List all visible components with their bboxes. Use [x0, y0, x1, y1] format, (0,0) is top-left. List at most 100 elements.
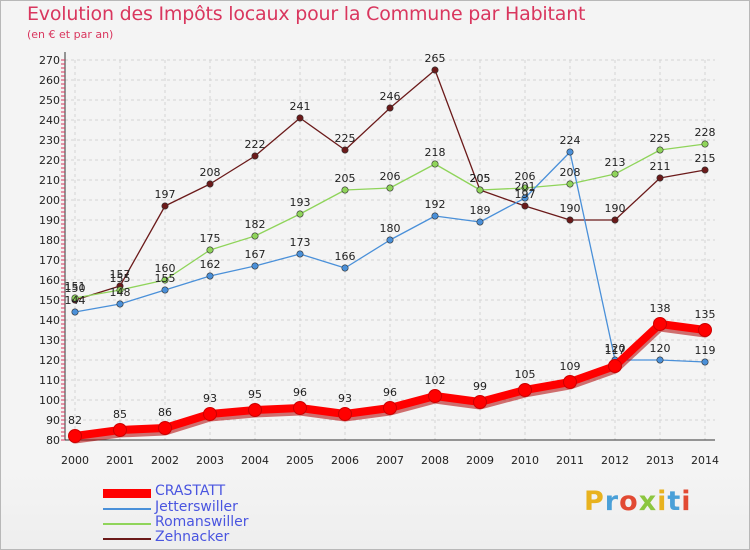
y-tick-label: 270 — [39, 54, 60, 67]
y-tick-label: 190 — [39, 214, 60, 227]
x-tick-label: 2010 — [511, 454, 539, 467]
point-jetterswiller — [521, 194, 529, 202]
value-label-crastatt: 138 — [650, 302, 671, 315]
y-tick-label: 130 — [39, 334, 60, 347]
value-label-crastatt: 105 — [515, 368, 536, 381]
logo-letter: t — [667, 486, 682, 517]
value-label-crastatt: 102 — [425, 374, 446, 387]
data-labels: 150 157 197 208 222 241 225 246 265 205 197 190 190 2… — [65, 52, 716, 427]
proxiti-logo: Proxiti — [584, 486, 692, 517]
value-label-jetterswiller: 148 — [110, 286, 131, 299]
y-tick-label: 200 — [39, 194, 60, 207]
value-label-romanswiller: 225 — [650, 132, 671, 145]
x-tick-label: 2003 — [196, 454, 224, 467]
point-romanswiller — [611, 170, 619, 178]
x-tick-label: 2013 — [646, 454, 674, 467]
grid — [65, 59, 715, 441]
y-tick-label: 260 — [39, 74, 60, 87]
value-label-zehnacker: 246 — [380, 90, 401, 103]
point-romanswiller — [521, 184, 529, 192]
point-zehnacker — [296, 114, 304, 122]
point-zehnacker — [206, 180, 214, 188]
x-tick-label: 2000 — [61, 454, 89, 467]
value-label-jetterswiller: 155 — [155, 272, 176, 285]
legend-label-romanswiller: Romanswiller — [155, 514, 249, 530]
x-tick-label: 2009 — [466, 454, 494, 467]
point-crastatt — [158, 421, 172, 435]
point-jetterswiller — [476, 218, 484, 226]
value-label-romanswiller: 205 — [335, 172, 356, 185]
value-label-crastatt: 95 — [248, 388, 262, 401]
point-jetterswiller — [701, 358, 709, 366]
x-tick-label: 2012 — [601, 454, 629, 467]
value-label-romanswiller: 182 — [245, 218, 266, 231]
point-romanswiller — [206, 246, 214, 254]
point-jetterswiller — [206, 272, 214, 280]
x-tick-label: 2001 — [106, 454, 134, 467]
legend-swatch-crastatt — [103, 488, 151, 498]
y-tick-label: 250 — [39, 94, 60, 107]
legend-label-crastatt: CRASTATT — [155, 483, 226, 499]
logo-letter: r — [604, 486, 620, 517]
value-label-zehnacker: 197 — [155, 188, 176, 201]
point-crastatt — [608, 359, 622, 373]
point-zehnacker — [341, 146, 349, 154]
y-tick-label: 150 — [39, 294, 60, 307]
point-jetterswiller — [656, 356, 664, 364]
x-axis: 2000 2001 2002 2003 2004 2005 2006 2007 2008 2009… — [61, 439, 719, 467]
value-label-romanswiller: 206 — [380, 170, 401, 183]
value-label-zehnacker: 211 — [650, 160, 671, 173]
value-label-jetterswiller: 201 — [515, 180, 536, 193]
value-label-romanswiller: 218 — [425, 146, 446, 159]
value-label-crastatt: 86 — [158, 406, 172, 419]
y-tick-label: 240 — [39, 114, 60, 127]
value-label-jetterswiller: 120 — [650, 342, 671, 355]
point-romanswiller — [161, 276, 169, 284]
point-crastatt — [563, 375, 577, 389]
point-crastatt — [428, 389, 442, 403]
value-label-romanswiller: 205 — [470, 172, 491, 185]
x-tick-label: 2007 — [376, 454, 404, 467]
point-romanswiller — [251, 232, 259, 240]
point-jetterswiller — [341, 264, 349, 272]
point-romanswiller — [431, 160, 439, 168]
point-jetterswiller — [386, 236, 394, 244]
point-zehnacker — [611, 216, 619, 224]
point-zehnacker — [521, 202, 529, 210]
y-tick-label: 180 — [39, 234, 60, 247]
value-label-romanswiller: 213 — [605, 156, 626, 169]
y-tick-label: 80 — [46, 434, 60, 447]
y-axis: 80 90 100 110 120 130 140 150 160 170 180 190 200 210… — [39, 52, 66, 447]
point-romanswiller — [386, 184, 394, 192]
value-label-zehnacker: 222 — [245, 138, 266, 151]
point-crastatt — [113, 423, 127, 437]
value-label-zehnacker: 225 — [335, 132, 356, 145]
value-label-jetterswiller: 119 — [695, 344, 716, 357]
x-tick-label: 2008 — [421, 454, 449, 467]
value-label-jetterswiller: 144 — [65, 294, 86, 307]
series-layer — [68, 66, 712, 444]
value-label-zehnacker: 215 — [695, 152, 716, 165]
point-crastatt — [68, 429, 82, 443]
point-jetterswiller — [71, 308, 79, 316]
value-label-crastatt: 117 — [605, 344, 626, 357]
point-romanswiller — [656, 146, 664, 154]
value-label-zehnacker: 205 — [470, 172, 491, 185]
y-tick-label: 120 — [39, 354, 60, 367]
value-label-romanswiller: 206 — [515, 170, 536, 183]
chart-subtitle: (en € et par an) — [27, 28, 114, 41]
value-label-jetterswiller: 189 — [470, 204, 491, 217]
chart-title: Evolution des Impôts locaux pour la Comm… — [27, 3, 586, 25]
point-zehnacker — [656, 174, 664, 182]
value-label-romanswiller: 193 — [290, 196, 311, 209]
value-label-romanswiller: 228 — [695, 126, 716, 139]
point-zehnacker — [701, 166, 709, 174]
value-label-crastatt: 99 — [473, 380, 487, 393]
legend-swatch-zehnacker — [103, 537, 151, 540]
legend-swatch-romanswiller — [103, 522, 151, 525]
value-label-romanswiller: 155 — [110, 272, 131, 285]
value-label-jetterswiller: 166 — [335, 250, 356, 263]
x-tick-label: 2006 — [331, 454, 359, 467]
